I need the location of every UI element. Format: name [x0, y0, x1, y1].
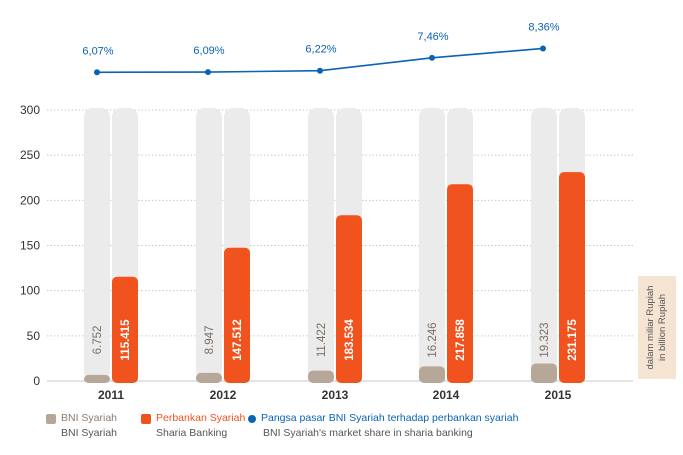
bar-bni-syariah [196, 372, 222, 383]
bar-bni-syariah [419, 366, 445, 383]
x-tick-label: 2013 [322, 388, 349, 402]
data-label-bni: 11.422 [316, 323, 328, 357]
y-tick-label: 100 [20, 284, 40, 298]
y-tick-label: 0 [33, 374, 40, 388]
data-label-bni: 16.246 [427, 322, 439, 357]
data-label-industry: 217.858 [455, 319, 467, 361]
line-point-market-share [94, 69, 100, 76]
y-tick-label: 200 [20, 193, 40, 207]
unit-label-box: dalam miliar Rupiah in billion Rupiah [638, 276, 676, 379]
bar-background [531, 108, 557, 381]
legend-item-share: Pangsa pasar BNI Syariah terhadap perban… [248, 411, 518, 441]
line-point-market-share [317, 67, 323, 74]
data-label-bni: 8.947 [204, 326, 216, 355]
x-tick-label: 2015 [545, 388, 572, 402]
data-label-bni: 6.752 [92, 326, 104, 355]
legend-item-bni: BNI Syariah BNI Syariah [46, 411, 117, 441]
bar-perbankan-syariah [559, 172, 585, 383]
y-tick-label: 300 [20, 103, 40, 117]
legend-label-industry: Perbankan Syariah [156, 412, 246, 424]
x-tick-label: 2014 [433, 388, 460, 402]
bar-background [84, 108, 110, 381]
data-label-industry: 183.534 [344, 319, 356, 361]
y-tick-label: 50 [27, 329, 41, 343]
line-point-market-share [429, 54, 435, 61]
unit-label-en: in billion Rupiah [657, 293, 668, 362]
legend-swatch-industry [141, 413, 151, 424]
legend-label-bni: BNI Syariah [61, 412, 118, 424]
line-label-market-share: 7,46% [417, 31, 448, 43]
line-label-market-share: 8,36% [528, 21, 559, 33]
legend-swatch-share [248, 414, 256, 423]
bar-bni-syariah [531, 363, 557, 383]
legend-sub-share: BNI Syariah's market share in sharia ban… [263, 427, 473, 439]
y-tick-label: 150 [20, 239, 40, 253]
x-tick-label: 2011 [98, 388, 124, 402]
line-label-market-share: 6,07% [82, 45, 113, 57]
unit-label-id: dalam miliar Rupiah [645, 285, 656, 370]
data-label-bni: 19.323 [539, 322, 551, 357]
data-label-industry: 115.415 [120, 319, 132, 361]
bar-bni-syariah [84, 374, 110, 383]
legend-swatch-bni [46, 413, 56, 424]
data-label-industry: 147.512 [232, 319, 244, 361]
x-tick-label: 2012 [210, 388, 237, 402]
line-point-market-share [205, 69, 211, 76]
bar-perbankan-syariah [447, 184, 473, 383]
legend-sub-bni: BNI Syariah [61, 427, 118, 439]
line-point-market-share [540, 45, 546, 52]
legend-label-share: Pangsa pasar BNI Syariah terhadap perban… [261, 412, 519, 424]
legend-item-industry: Perbankan Syariah Sharia Banking [141, 411, 245, 441]
bar-background [308, 108, 334, 381]
data-label-industry: 231.175 [567, 319, 579, 361]
line-label-market-share: 6,09% [193, 45, 224, 57]
unit-label: dalam miliar Rupiah in billion Rupiah [638, 276, 676, 379]
bar-bni-syariah [308, 370, 334, 383]
legend-sub-industry: Sharia Banking [156, 427, 228, 439]
bar-background [196, 108, 222, 381]
y-tick-label: 250 [20, 148, 40, 162]
line-label-market-share: 6,22% [305, 44, 336, 56]
bar-background [419, 108, 445, 381]
bar-perbankan-syariah [336, 215, 362, 383]
bar-perbankan-syariah [112, 276, 138, 383]
bar-perbankan-syariah [224, 247, 250, 383]
